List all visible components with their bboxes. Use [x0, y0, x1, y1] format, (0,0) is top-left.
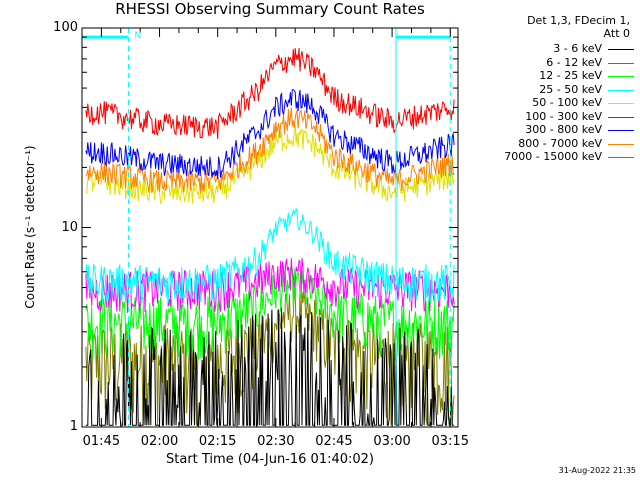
- legend-label: 300 - 800 keV: [525, 123, 602, 136]
- series-300to800keV: [85, 89, 455, 180]
- legend-header-line1: Det 1,3, FDecim 1,: [527, 14, 630, 27]
- series-line: [85, 267, 455, 362]
- x-tick-label: 02:15: [198, 434, 237, 449]
- series-25to50keV: [85, 206, 455, 304]
- x-tick-label: 01:45: [82, 434, 121, 449]
- x-tick-label: 02:30: [257, 434, 295, 449]
- x-tick-label: 02:45: [315, 434, 353, 449]
- legend-header-line2: Att 0: [603, 27, 630, 40]
- series-line: [85, 107, 455, 194]
- axis-ticks: [82, 28, 458, 428]
- series-12to25keV: [85, 267, 455, 362]
- footer-timestamp: 31-Aug-2022 21:35: [558, 466, 636, 475]
- legend-swatch: [608, 103, 634, 104]
- legend-label: 100 - 300 keV: [525, 109, 602, 123]
- y-tick-label: 10: [61, 219, 78, 235]
- y-tick-label: 100: [53, 20, 78, 35]
- legend-label: 3 - 6 keV: [553, 42, 602, 55]
- y-tick-label: 1: [69, 419, 78, 434]
- x-axis-label: Start Time (04-Jun-16 01:40:02): [166, 452, 374, 467]
- legend-swatch: [608, 116, 634, 118]
- legend-label: 7000 - 15000 keV: [504, 150, 602, 163]
- night-label: N: [134, 31, 142, 42]
- x-tick-label: 02:00: [140, 434, 179, 449]
- series-line: [85, 307, 455, 426]
- legend-label: 800 - 7000 keV: [518, 136, 602, 150]
- series-3to6keV: [85, 307, 455, 426]
- legend-swatch: [608, 62, 634, 64]
- legend-swatch: [608, 130, 634, 131]
- legend-label: 6 - 12 keV: [546, 55, 602, 69]
- y-axis-label: Count Rate (s⁻¹ detector⁻¹): [23, 145, 37, 309]
- chart-title: RHESSI Observing Summary Count Rates: [115, 0, 425, 18]
- series-line: [85, 89, 455, 180]
- legend-swatch: [608, 49, 634, 50]
- series-line: [85, 206, 455, 304]
- legend-swatch: [608, 143, 634, 145]
- series-layer: [85, 47, 455, 426]
- series-line: [85, 47, 455, 140]
- x-tick-label: 03:15: [431, 434, 469, 449]
- legend-label: 25 - 50 keV: [539, 82, 602, 96]
- legend-label: 50 - 100 keV: [532, 96, 602, 109]
- legend-swatch: [608, 89, 634, 91]
- series-100to300keV: [85, 47, 455, 140]
- legend-swatch: [608, 157, 634, 158]
- legend-swatch: [608, 76, 634, 77]
- x-tick-label: 03:00: [373, 434, 411, 449]
- legend-label: 12 - 25 keV: [539, 69, 602, 82]
- series-800to7000keV: [85, 107, 455, 194]
